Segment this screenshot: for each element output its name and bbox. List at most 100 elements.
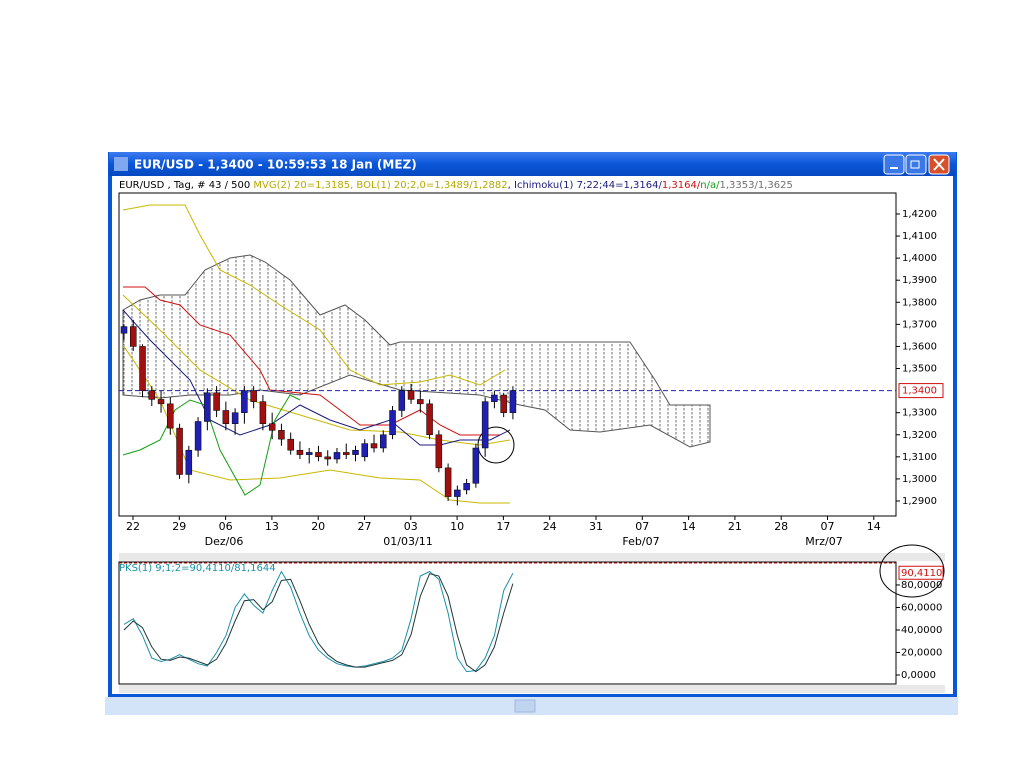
x-tick-label: 17: [496, 520, 510, 533]
candle-body: [407, 390, 415, 400]
candle-body: [500, 394, 507, 413]
candle-body: [185, 449, 193, 475]
candle-body: [194, 421, 202, 451]
minimize-icon: [890, 167, 898, 169]
y-tick-label: 1,3100: [902, 452, 937, 463]
candle-body: [287, 438, 294, 451]
y-tick-label: 1,3500: [902, 364, 937, 375]
chikou-line: [122, 394, 301, 496]
y-tick-label: 1,3600: [902, 341, 937, 352]
y-tick-label: 40,0000: [901, 625, 942, 636]
candle-body: [148, 390, 156, 400]
candle-body: [444, 467, 452, 497]
candle-body: [213, 392, 220, 411]
candle-body: [305, 452, 313, 455]
restore-icon: [910, 160, 920, 169]
y-tick-label: 1,3700: [902, 319, 937, 330]
minimize-button[interactable]: [883, 154, 905, 175]
x-tick-label: 24: [543, 520, 557, 533]
y-tick-label: 80,0000: [901, 580, 942, 591]
close-icon: [933, 158, 945, 171]
month-label: Feb/07: [622, 535, 659, 548]
candle-body: [509, 390, 517, 413]
y-tick-label: 0,0000: [901, 670, 936, 681]
candle-body: [463, 483, 470, 491]
candle-body: [370, 443, 378, 449]
x-tick-label: 14: [682, 520, 696, 533]
tenkan-line: [122, 309, 511, 446]
candle-body: [250, 390, 257, 402]
pane-splitter[interactable]: [119, 553, 945, 561]
x-tick-label: 13: [265, 520, 279, 533]
candle-body: [268, 423, 276, 431]
candle-body: [241, 390, 248, 413]
scroll-thumb[interactable]: [514, 699, 536, 713]
candle-body: [435, 434, 443, 469]
x-tick-label: 27: [358, 520, 372, 533]
window-title: EUR/USD - 1,3400 - 10:59:53 18 Jan (MEZ): [134, 158, 417, 172]
candle-body: [157, 399, 165, 405]
x-tick-label: 28: [774, 520, 788, 533]
candle-body: [222, 410, 230, 424]
header-segment: EUR/USD , Tag, # 43 / 500: [119, 180, 253, 191]
candle-body: [278, 430, 285, 440]
candle-body: [389, 410, 396, 436]
y-tick-label: 60,0000: [901, 602, 942, 613]
x-tick-label: 14: [867, 520, 881, 533]
indicator-lines: [122, 204, 711, 504]
candle-body: [352, 449, 359, 455]
candle-body: [342, 452, 350, 455]
month-label: Dez/06: [205, 535, 244, 548]
last-value-label: 90,4110: [901, 568, 942, 579]
x-tick-label: 20: [311, 520, 325, 533]
header-segment: MVG(2) 20=1,3185, BOL(1) 20;2,0=1,3489/1…: [253, 180, 507, 191]
x-tick-label: 06: [219, 520, 233, 533]
current-price-label: 1,3400: [902, 386, 937, 397]
candle-body: [130, 326, 137, 347]
indicator-plot: [118, 561, 897, 685]
x-tick-label: 22: [126, 520, 140, 533]
candle-body: [380, 434, 387, 449]
candle-body: [296, 449, 304, 455]
x-tick-label: 31: [589, 520, 603, 533]
x-tick-label: 03: [404, 520, 418, 533]
y-tick-label: 20,0000: [901, 647, 942, 658]
candle-body: [417, 399, 424, 405]
candle-body: [481, 401, 489, 449]
y-tick-label: 1,3800: [902, 297, 937, 308]
candle-body: [204, 392, 211, 422]
kijun-line: [123, 286, 500, 436]
candle-body: [259, 401, 267, 424]
candle-body: [454, 489, 461, 497]
month-label: Mrz/07: [805, 535, 843, 548]
candle-body: [361, 443, 369, 458]
x-tick-label: 07: [635, 520, 649, 533]
indicator-line: [123, 573, 514, 673]
candle-body: [231, 412, 239, 424]
candle-body: [120, 326, 128, 334]
candle-body: [491, 394, 498, 402]
candle-body: [167, 403, 174, 429]
indicator-label: PKS(1) 9;1;2=90,4110/81,1644: [119, 563, 276, 574]
candle-body: [176, 427, 183, 475]
y-tick-label: 1,3000: [902, 474, 937, 485]
title-bar: [109, 152, 956, 176]
y-tick-label: 1,3300: [902, 408, 937, 419]
y-tick-label: 1,4000: [902, 253, 937, 264]
candle-body: [324, 456, 331, 460]
month-labels: Dez/06 01/03/11 Feb/07 Mrz/07: [205, 535, 843, 548]
pane-splitter[interactable]: [119, 685, 945, 693]
annotation-circle: [477, 426, 515, 464]
ichimoku-cloud: [122, 254, 711, 448]
indicator-line: [123, 570, 514, 673]
current-price-box: [898, 383, 944, 399]
bollinger-upper: [122, 204, 506, 386]
restore-button[interactable]: [905, 154, 927, 175]
last-value-box: [898, 565, 944, 580]
header-segment: 1,3164/: [662, 180, 701, 191]
header-segment: n/a/: [700, 180, 720, 191]
y-tick-label: 1,2900: [902, 496, 937, 507]
y-tick-label: 1,3900: [902, 275, 937, 286]
